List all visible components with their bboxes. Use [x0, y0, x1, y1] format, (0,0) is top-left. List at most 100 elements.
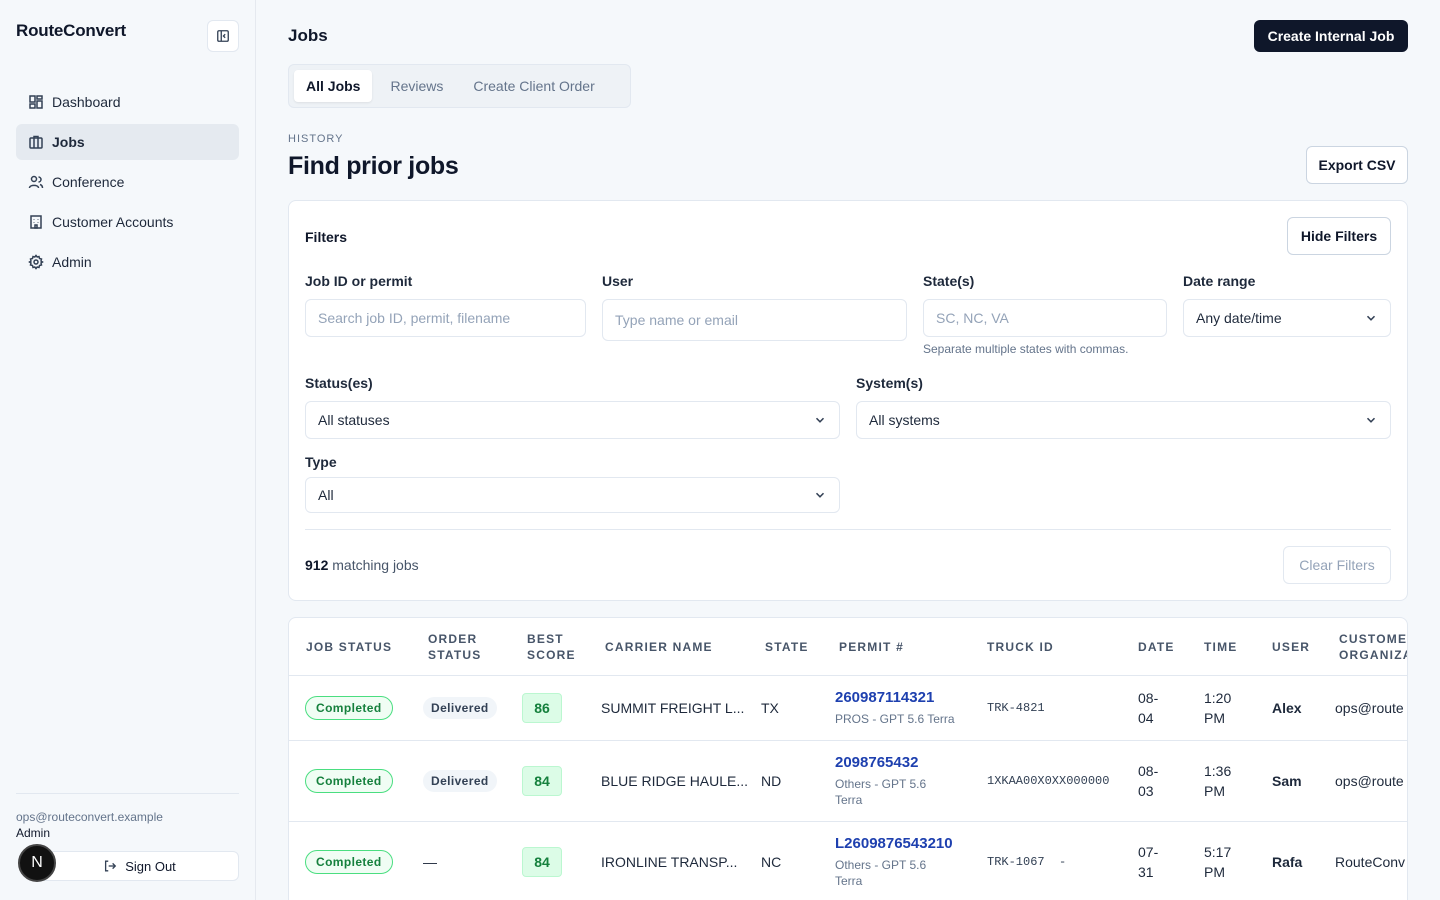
time: 1:36 PM: [1204, 763, 1232, 799]
user-input[interactable]: Type name or email: [602, 299, 907, 341]
tab-all-jobs[interactable]: All Jobs: [294, 70, 373, 102]
job-id-input[interactable]: Search job ID, permit, filename: [305, 299, 586, 337]
order-status-empty: —: [423, 854, 437, 870]
sidebar-item-label: Dashboard: [52, 94, 121, 110]
state: TX: [761, 700, 779, 716]
customer-org: ops@route: [1335, 700, 1404, 716]
sidebar-item-customer-accounts[interactable]: Customer Accounts: [16, 204, 239, 240]
order-status-badge: Delivered: [423, 770, 497, 792]
section-title: Find prior jobs: [288, 152, 459, 180]
col-order-status[interactable]: ORDER STATUS: [428, 632, 482, 662]
filters-title: Filters: [305, 229, 348, 245]
date-range-value: Any date/time: [1196, 310, 1282, 326]
col-date[interactable]: DATE: [1138, 640, 1175, 654]
table-row[interactable]: Completed Delivered 84 BLUE RIDGE HAULE.…: [289, 741, 1407, 822]
statuses-label: Status(es): [305, 375, 373, 391]
states-label: State(s): [923, 273, 975, 289]
matching-number: 912: [305, 557, 329, 573]
carrier-name: SUMMIT FREIGHT L...: [601, 700, 745, 716]
avatar[interactable]: N: [18, 844, 56, 882]
sidebar-item-label: Jobs: [52, 134, 85, 150]
permit-link[interactable]: 2098765432: [835, 754, 919, 771]
table-row[interactable]: Completed — 84 IRONLINE TRANSP... NC L26…: [289, 822, 1407, 900]
job-status-badge: Completed: [305, 769, 393, 793]
clear-filters-button[interactable]: Clear Filters: [1283, 546, 1391, 584]
sidebar-toggle-icon: [217, 30, 229, 42]
permit-link[interactable]: 260987114321: [835, 689, 935, 706]
chevron-down-icon: [815, 492, 825, 498]
state: ND: [761, 773, 782, 789]
sidebar-item-label: Conference: [52, 174, 125, 190]
user-email: ops@routeconvert.example: [16, 810, 163, 824]
tab-create-client-order[interactable]: Create Client Order: [473, 78, 595, 94]
col-carrier-name[interactable]: CARRIER NAME: [605, 640, 713, 654]
carrier-name: IRONLINE TRANSP...: [601, 854, 738, 870]
sidebar-footer: ops@routeconvert.example Admin N Sign Ou…: [16, 793, 239, 882]
customer-org: ops@route: [1335, 773, 1404, 789]
col-truck-id[interactable]: TRUCK ID: [987, 640, 1054, 654]
col-time[interactable]: TIME: [1204, 640, 1238, 654]
carrier-name: BLUE RIDGE HAULE...: [601, 773, 749, 789]
date-range-label: Date range: [1183, 273, 1256, 289]
sidebar-item-jobs[interactable]: Jobs: [16, 124, 239, 160]
app-logo: RouteConvert: [16, 21, 126, 40]
building-icon: [30, 215, 42, 229]
sign-out-button[interactable]: Sign Out: [40, 851, 239, 881]
date-range-select[interactable]: Any date/time: [1183, 299, 1391, 337]
hide-filters-button[interactable]: Hide Filters: [1287, 217, 1391, 255]
sidebar-item-admin[interactable]: Admin: [16, 244, 239, 280]
matching-count: 912 matching jobs: [305, 557, 419, 573]
customer-org: RouteConv: [1335, 854, 1406, 870]
chevron-down-icon: [1366, 417, 1376, 423]
date: 08- 03: [1138, 763, 1159, 799]
matching-text: matching jobs: [328, 557, 419, 573]
permit-link[interactable]: L2609876543210: [835, 835, 953, 852]
user-name: Sam: [1272, 773, 1302, 789]
systems-value: All systems: [869, 412, 940, 428]
chevron-down-icon: [815, 417, 825, 423]
table-row[interactable]: Completed Delivered 86 SUMMIT FREIGHT L.…: [289, 676, 1407, 741]
systems-select[interactable]: All systems: [856, 401, 1391, 439]
time: 5:17 PM: [1204, 844, 1232, 880]
score-badge: 84: [522, 847, 562, 877]
section-eyebrow: HISTORY: [288, 133, 344, 145]
statuses-value: All statuses: [318, 412, 390, 428]
sidebar-nav: Dashboard Jobs Conference Customer Accou…: [16, 84, 239, 284]
jobs-table: JOB STATUS ORDER STATUS BEST SCORE CARRI…: [288, 617, 1408, 900]
job-status-badge: Completed: [305, 696, 393, 720]
gear-icon: [28, 254, 44, 270]
chevron-down-icon: [1366, 315, 1376, 321]
sign-out-icon: [105, 860, 117, 872]
systems-label: System(s): [856, 375, 923, 391]
job-status-badge: Completed: [305, 850, 393, 874]
collapse-sidebar-button[interactable]: [207, 20, 239, 52]
date: 07- 31: [1138, 844, 1159, 880]
users-icon: [28, 175, 44, 189]
export-csv-button[interactable]: Export CSV: [1306, 146, 1408, 184]
col-customer-org[interactable]: CUSTOMER ORGANIZA: [1339, 632, 1408, 662]
states-hint: Separate multiple states with commas.: [923, 342, 1129, 356]
col-job-status[interactable]: JOB STATUS: [306, 640, 393, 654]
states-input[interactable]: SC, NC, VA: [923, 299, 1167, 337]
col-state[interactable]: STATE: [765, 640, 809, 654]
tab-reviews[interactable]: Reviews: [390, 78, 444, 94]
type-select[interactable]: All: [305, 477, 840, 513]
sidebar-item-dashboard[interactable]: Dashboard: [16, 84, 239, 120]
statuses-select[interactable]: All statuses: [305, 401, 840, 439]
col-best-score[interactable]: BEST SCORE: [527, 632, 576, 662]
tab-bar: All Jobs Reviews Create Client Order: [288, 64, 631, 108]
type-label: Type: [305, 454, 337, 470]
truck-id: TRK-1067 -: [987, 855, 1067, 869]
col-user[interactable]: USER: [1272, 640, 1311, 654]
sidebar-item-conference[interactable]: Conference: [16, 164, 239, 200]
table-header: JOB STATUS ORDER STATUS BEST SCORE CARRI…: [289, 618, 1408, 676]
user-label: User: [602, 273, 634, 289]
create-internal-job-button[interactable]: Create Internal Job: [1254, 20, 1408, 52]
state: NC: [761, 854, 782, 870]
page-title: Jobs: [288, 26, 328, 45]
truck-id: 1XKAA00X0XX000000: [987, 774, 1110, 788]
sidebar: RouteConvert Dashboard Jobs Conference C…: [0, 0, 256, 900]
job-id-label: Job ID or permit: [305, 273, 413, 289]
sidebar-item-label: Customer Accounts: [52, 214, 174, 230]
col-permit[interactable]: PERMIT #: [839, 640, 904, 654]
